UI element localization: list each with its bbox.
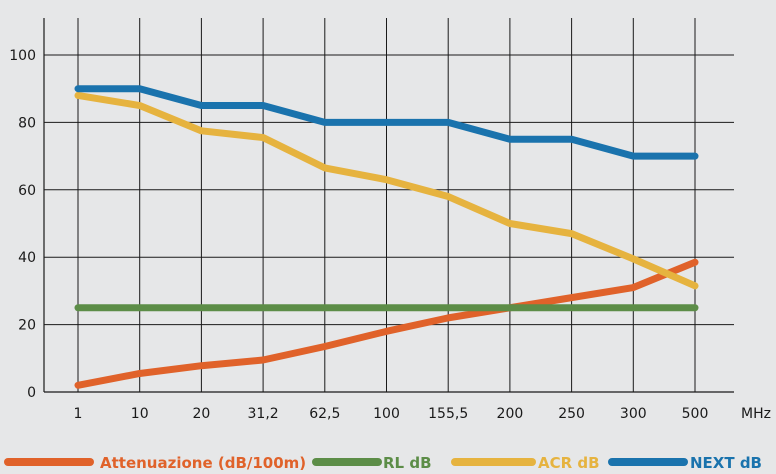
y-axis: 0 20 40 60 80 100 [9, 48, 36, 401]
x-tick-label: 100 [373, 406, 400, 422]
x-tick-label: 1 [74, 406, 83, 422]
y-tick-label: 80 [18, 115, 36, 131]
y-tick-label: 40 [18, 250, 36, 266]
series-line [74, 91, 699, 290]
y-tick-label: 100 [9, 48, 36, 64]
y-tick-label: 60 [18, 183, 36, 199]
x-tick-label: 31,2 [248, 406, 279, 422]
x-tick-label: 200 [497, 406, 524, 422]
x-tick-label: 62,5 [309, 406, 340, 422]
legend-label: Attenuazione (dB/100m) [100, 454, 306, 472]
series-line [74, 85, 699, 160]
x-tick-label: 500 [682, 406, 709, 422]
x-tick-label: 20 [192, 406, 210, 422]
x-tick-label: 155,5 [428, 406, 468, 422]
x-tick-label: 10 [131, 406, 149, 422]
x-axis-label: MHz [741, 406, 771, 422]
x-axis: MHz 1 10 20 31,2 62,5 100 155,5 200 250 300 500 [74, 406, 771, 422]
y-tick-label: 20 [18, 318, 36, 334]
y-tick-label: 0 [27, 385, 36, 401]
legend: Attenuazione (dB/100m) RL dB ACR dB NEXT dB [4, 454, 762, 472]
x-tick-label: 250 [558, 406, 585, 422]
legend-label: ACR dB [538, 454, 600, 472]
legend-label: RL dB [383, 454, 432, 472]
series-line [74, 258, 699, 389]
x-tick-label: 300 [620, 406, 647, 422]
legend-label: NEXT dB [690, 454, 762, 472]
series-lines [74, 85, 699, 389]
